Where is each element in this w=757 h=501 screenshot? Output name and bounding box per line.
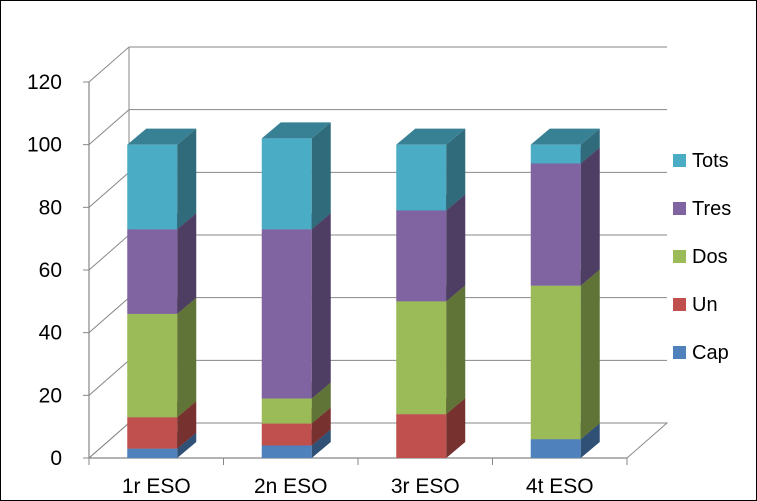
y-tick-label: 120 (27, 71, 62, 94)
gridline-depth (88, 359, 130, 396)
bar-tots-top (396, 128, 466, 145)
bar-un-front (261, 423, 312, 446)
legend-swatch-cap (673, 346, 686, 359)
legend-swatch-tres (673, 202, 686, 215)
y-tick-label: 100 (27, 134, 62, 157)
bar-tots-side (446, 128, 466, 211)
bar-tots-front (530, 144, 581, 164)
legend-label-tots: Tots (692, 150, 729, 172)
x-category-label: 3r ESO (391, 475, 460, 498)
bar-un-front (396, 414, 447, 458)
bar-dos-side (446, 285, 466, 415)
legend-label-un: Un (692, 294, 718, 316)
bar-tots-side (177, 128, 197, 230)
bar-tres-side (580, 147, 600, 286)
bar-un-side (446, 398, 466, 458)
bar-tots-front (396, 144, 447, 211)
legend: Tots Tres Dos Un Cap (673, 150, 731, 364)
bar-tres-side (446, 194, 466, 302)
legend-swatch-tots (673, 154, 686, 167)
legend-label-cap: Cap (692, 342, 729, 364)
bar-dos-front (396, 301, 447, 415)
gridline-depth (88, 109, 130, 146)
bar-un-side (177, 401, 197, 449)
bar-tots-side (580, 128, 600, 164)
bar-un-front (127, 417, 178, 449)
bar-dos-side (580, 269, 600, 440)
bar-tres-front (127, 229, 178, 314)
bar-dos-side (177, 297, 197, 418)
bar-dos-front (530, 285, 581, 440)
bars (127, 122, 600, 458)
gridline-depth (88, 46, 130, 83)
legend-swatch-un (673, 298, 686, 311)
y-tick-label: 20 (39, 384, 62, 407)
bar-cap-side (580, 423, 600, 458)
bar-un-side (311, 407, 331, 446)
bar-cap-front (127, 448, 178, 458)
bar-tres-front (530, 163, 581, 286)
legend-label-tres: Tres (692, 198, 731, 220)
gridline-depth (88, 234, 130, 271)
bar-tots-top (530, 128, 600, 145)
bar-cap-front (530, 439, 581, 458)
bar-tots-top (261, 122, 331, 139)
bar-tots-side (311, 122, 331, 230)
x-category-label: 1r ESO (122, 475, 191, 498)
legend-label-dos: Dos (692, 246, 728, 268)
gridline-depth (88, 297, 130, 334)
y-tick-label: 80 (39, 196, 62, 219)
bar-cap-side (311, 429, 331, 458)
bar-tots-front (261, 138, 312, 230)
bar-tres-side (311, 213, 331, 399)
y-tick-label: 0 (50, 447, 62, 470)
labels: 0 20 40 60 80 100 120 1r ESO 2n ESO 3r ESO 4t ESO (27, 71, 594, 498)
bar-cap-front (261, 445, 312, 458)
bar-tres-front (261, 229, 312, 399)
y-tick-label: 40 (39, 322, 62, 345)
bar-tres-front (396, 210, 447, 302)
x-category-label: 4t ESO (526, 475, 594, 498)
bar-dos-front (261, 398, 312, 424)
y-tick-label: 60 (39, 259, 62, 282)
bar-tots-top (127, 128, 197, 145)
bar-dos-side (311, 382, 331, 424)
bar-cap-side (177, 432, 197, 458)
bar-tres-side (177, 213, 197, 314)
x-category-label: 2n ESO (254, 475, 328, 498)
bar-dos-front (127, 313, 178, 418)
gridline-depth (88, 171, 130, 208)
bar-tots-front (127, 144, 178, 230)
legend-swatch-dos (673, 250, 686, 263)
